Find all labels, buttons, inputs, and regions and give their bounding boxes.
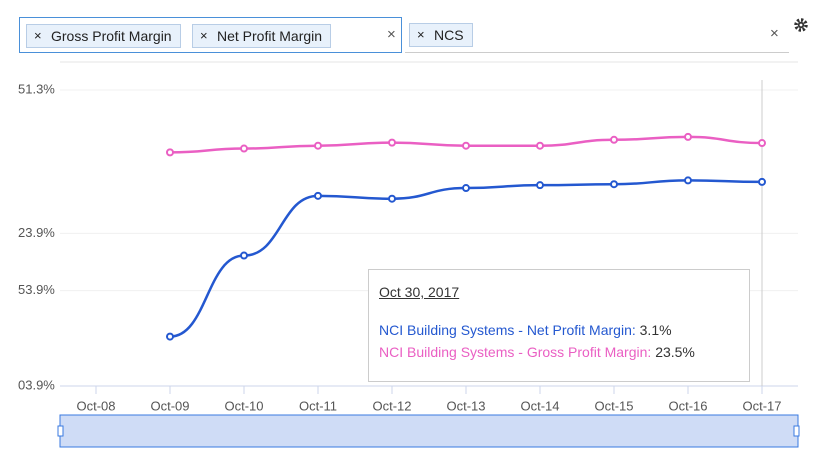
tooltip-date: Oct 30, 2017 [379,284,460,300]
data-point [388,194,396,203]
navigator[interactable] [59,414,799,448]
data-point [166,148,174,157]
y-tick-label: 23.9% [18,225,55,240]
tooltip-line: NCI Building Systems - Net Profit Margin… [379,322,739,338]
x-tick-label: Oct-12 [372,398,411,413]
tooltip-line: NCI Building Systems - Gross Profit Marg… [379,344,739,360]
x-tick-label: Oct-13 [446,398,485,413]
metric-tag[interactable]: × Net Profit Margin [192,24,332,48]
data-point [610,180,618,189]
tag-label: Gross Profit Margin [51,28,172,44]
navigator-handle[interactable] [793,425,800,437]
settings-icon[interactable] [794,18,808,32]
clear-button[interactable]: × [387,26,396,43]
data-point [166,332,174,341]
y-tick-label: 53.9% [18,282,55,297]
x-tick-label: Oct-16 [668,398,707,413]
tooltip-value: 23.5% [655,344,695,360]
clear-button[interactable]: × [770,25,779,42]
data-point [758,177,766,186]
x-tick-label: Oct-14 [520,398,559,413]
company-tag[interactable]: × NCS [409,23,473,47]
data-point [240,144,248,153]
x-tick-label: Oct-10 [224,398,263,413]
data-point [314,141,322,150]
remove[interactable]: × [200,28,208,43]
y-tick-label: 51.3% [18,81,55,96]
data-point [240,251,248,260]
x-tick-label: Oct-11 [299,398,337,413]
navigator-handle[interactable] [57,425,64,437]
x-tick-label: Oct-15 [594,398,633,413]
tooltip-value: 3.1% [639,322,672,338]
tag-label: Net Profit Margin [217,28,323,44]
tooltip-label: NCI Building Systems - Net Profit Margin… [379,322,636,338]
tooltip: Oct 30, 2017 NCI Building Systems - Net … [368,269,750,382]
data-point [462,141,470,150]
remove[interactable]: × [417,27,425,42]
data-point [536,141,544,150]
gear[interactable] [794,18,808,32]
remove[interactable]: × [34,28,42,43]
data-point [536,181,544,190]
metric-select[interactable]: × Gross Profit Margin × Net Profit Margin … [19,17,402,53]
data-point [388,138,396,147]
tag-label: NCS [434,27,464,43]
gear-hole[interactable] [799,23,803,27]
y-tick-label: 03.9% [18,377,55,392]
data-point [684,132,692,141]
data-point [610,135,618,144]
company-select[interactable]: × NCS × [405,17,789,53]
data-point [462,184,470,193]
data-point [684,176,692,185]
x-tick-label: Oct-17 [742,398,781,413]
x-tick-label: Oct-09 [150,398,189,413]
x-tick-label: Oct-08 [76,398,115,413]
tooltip-label: NCI Building Systems - Gross Profit Marg… [379,344,652,360]
metric-tag[interactable]: × Gross Profit Margin [26,24,181,48]
data-point [758,139,766,148]
data-point [314,191,322,200]
